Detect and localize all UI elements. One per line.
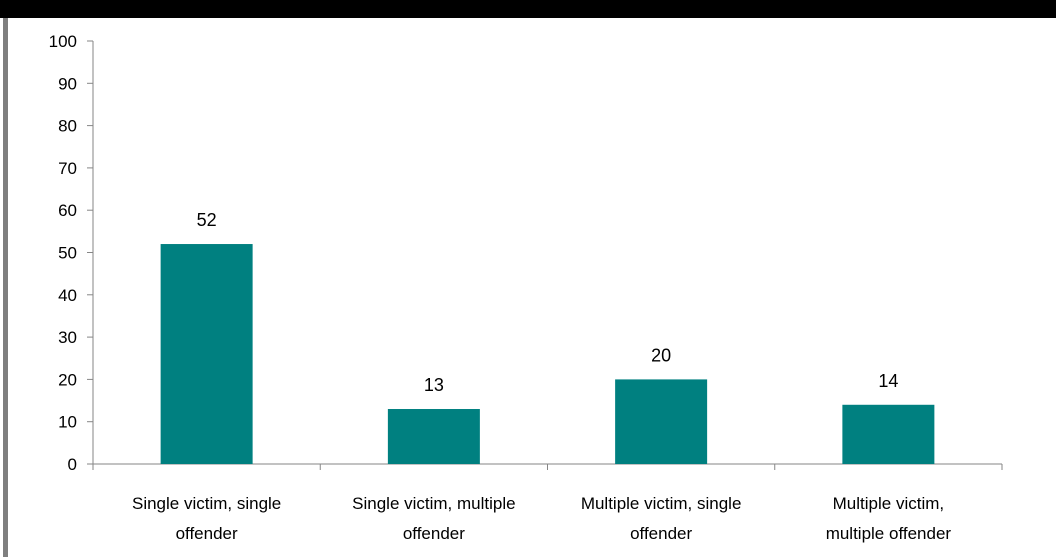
x-category-label: Single victim, single offender [132,494,281,543]
data-label: 14 [878,371,898,391]
data-labels: 52 13 20 14 [197,210,899,395]
y-tick-label: 100 [49,32,77,51]
y-tick-label: 50 [58,244,77,263]
y-tick-label: 80 [58,117,77,136]
y-tick-label: 90 [58,74,77,93]
data-label: 20 [651,345,671,365]
bars [160,244,935,464]
window-top-border [0,0,1056,18]
data-label: 52 [197,210,217,230]
category-labels: Single victim, single offender Single vict… [132,494,951,543]
y-tick-label: 70 [58,159,77,178]
y-tick-label: 20 [58,370,77,389]
x-category-label: Multiple victim, multiple offender [826,494,952,543]
window-left-border [3,18,8,557]
y-tick-label: 40 [58,286,77,305]
bar [615,379,708,464]
y-tick-label: 0 [68,455,77,474]
bar [160,244,253,464]
data-label: 13 [424,375,444,395]
x-category-label: Single victim, multiple offender [352,494,515,543]
y-tick-label: 10 [58,413,77,432]
x-category-label: Multiple victim, single offender [581,494,742,543]
y-tick-label: 60 [58,201,77,220]
x-axis [92,463,1003,470]
y-tick-label: 30 [58,328,77,347]
y-axis: 0 10 20 30 40 50 60 70 80 90 100 [49,32,94,474]
bar [842,404,935,464]
bar [387,409,480,464]
